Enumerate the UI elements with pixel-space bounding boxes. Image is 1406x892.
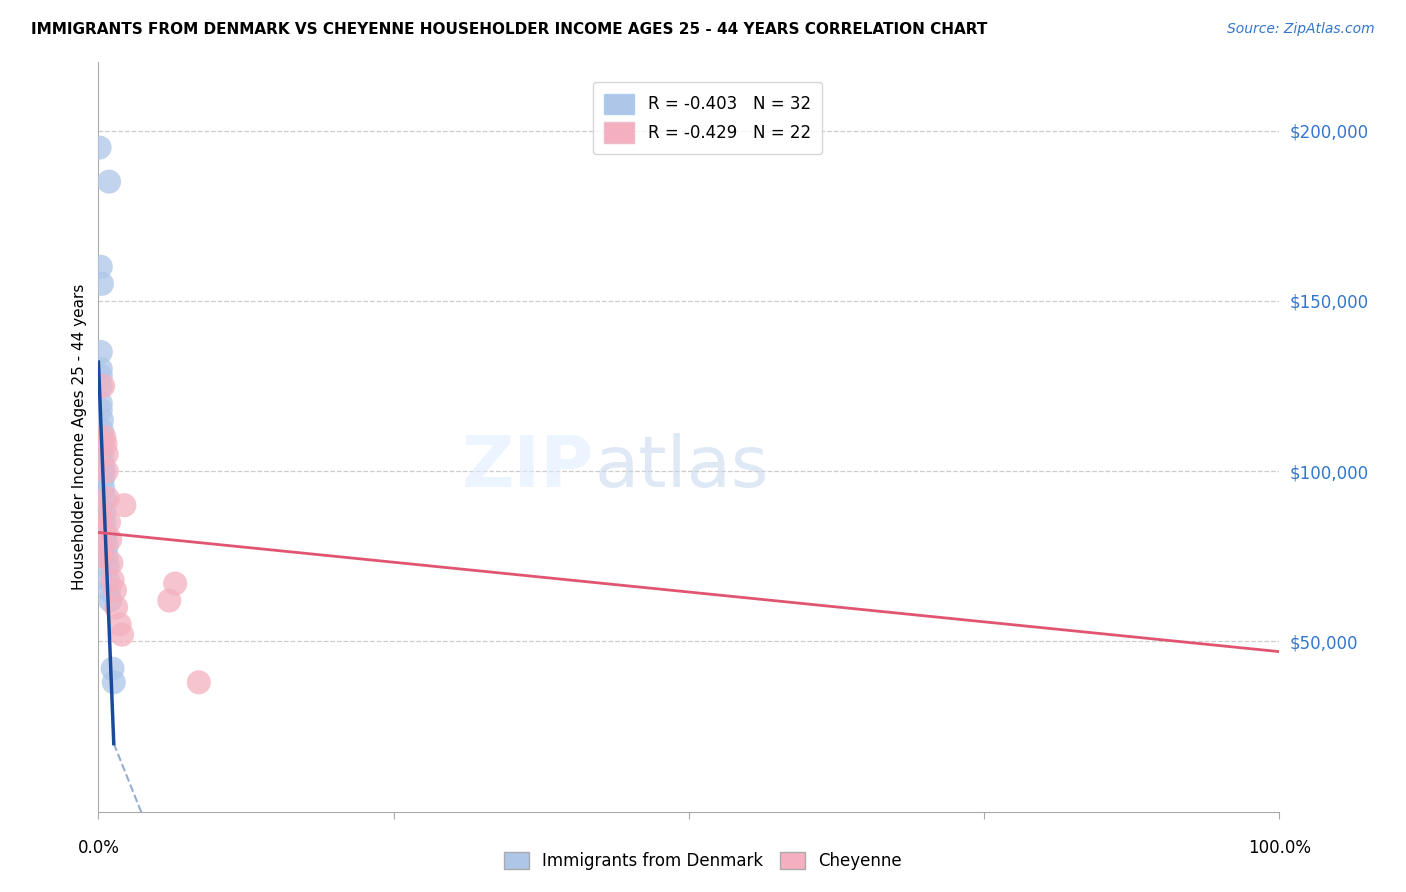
Point	[97, 559, 120, 574]
Point	[91, 549, 114, 564]
Point	[89, 140, 111, 154]
Point	[187, 675, 209, 690]
Point	[101, 662, 124, 676]
Point	[98, 515, 121, 529]
Text: Source: ZipAtlas.com: Source: ZipAtlas.com	[1227, 22, 1375, 37]
Point	[90, 345, 112, 359]
Point	[96, 447, 118, 461]
Text: ZIP: ZIP	[463, 433, 595, 501]
Point	[94, 525, 117, 540]
Point	[98, 593, 121, 607]
Point	[96, 464, 118, 478]
Point	[111, 627, 134, 641]
Point	[96, 549, 118, 564]
Point	[91, 413, 114, 427]
Point	[91, 277, 114, 291]
Point	[91, 522, 114, 536]
Point	[96, 539, 118, 553]
Point	[90, 505, 112, 519]
Point	[90, 368, 112, 383]
Point	[157, 593, 180, 607]
Point	[93, 430, 115, 444]
Point	[98, 533, 121, 547]
Text: atlas: atlas	[595, 433, 769, 501]
Point	[93, 491, 115, 506]
Point	[112, 498, 135, 512]
Point	[98, 175, 121, 189]
Point	[105, 600, 128, 615]
Point	[91, 464, 114, 478]
Legend: R = -0.403   N = 32, R = -0.429   N = 22: R = -0.403 N = 32, R = -0.429 N = 22	[592, 82, 823, 154]
Point	[91, 437, 114, 451]
Text: IMMIGRANTS FROM DENMARK VS CHEYENNE HOUSEHOLDER INCOME AGES 25 - 44 YEARS CORREL: IMMIGRANTS FROM DENMARK VS CHEYENNE HOUS…	[31, 22, 987, 37]
Text: 100.0%: 100.0%	[1249, 838, 1310, 856]
Point	[93, 515, 115, 529]
Point	[108, 617, 131, 632]
Point	[90, 260, 112, 274]
Point	[91, 423, 114, 437]
Legend: Immigrants from Denmark, Cheyenne: Immigrants from Denmark, Cheyenne	[498, 845, 908, 877]
Point	[97, 573, 120, 587]
Point	[94, 533, 117, 547]
Point	[90, 402, 112, 417]
Point	[100, 556, 122, 570]
Point	[93, 505, 115, 519]
Point	[90, 379, 112, 393]
Y-axis label: Householder Income Ages 25 - 44 years: Householder Income Ages 25 - 44 years	[72, 284, 87, 591]
Point	[103, 675, 125, 690]
Point	[91, 458, 114, 472]
Point	[101, 573, 124, 587]
Point	[97, 491, 120, 506]
Point	[91, 481, 114, 495]
Point	[94, 437, 117, 451]
Text: 0.0%: 0.0%	[77, 838, 120, 856]
Point	[91, 430, 114, 444]
Point	[91, 471, 114, 485]
Point	[91, 447, 114, 461]
Point	[91, 539, 114, 553]
Point	[90, 362, 112, 376]
Point	[90, 396, 112, 410]
Point	[98, 583, 121, 598]
Point	[91, 379, 114, 393]
Point	[104, 583, 127, 598]
Point	[165, 576, 187, 591]
